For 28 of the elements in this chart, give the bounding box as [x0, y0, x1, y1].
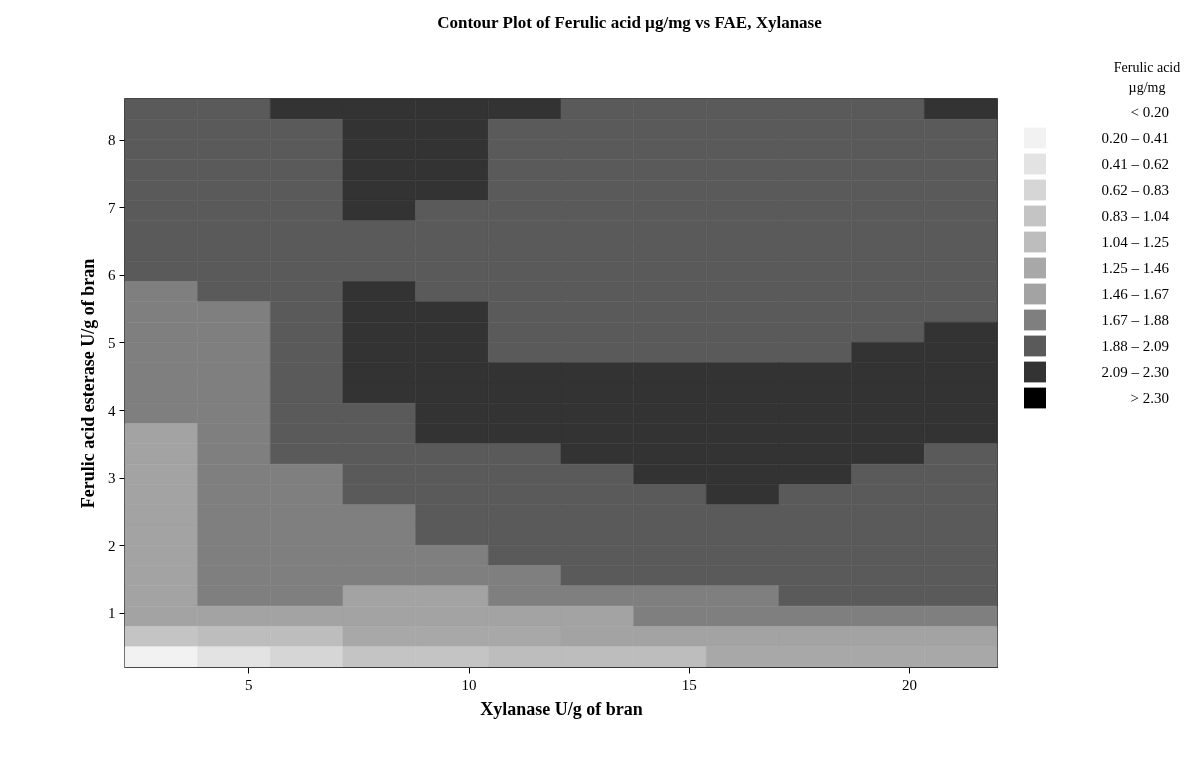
y-tick-label: 7 — [108, 199, 116, 216]
color-bar-label: > 2.30 — [1130, 390, 1169, 406]
color-bar-label: 0.83 – 1.04 — [1101, 208, 1170, 224]
color-bar-label: 0.62 – 0.83 — [1101, 182, 1169, 198]
y-tick-label: 1 — [108, 605, 116, 622]
y-axis-title: Ferulic acid esterase U/g of bran — [78, 258, 98, 509]
x-tick-label: 5 — [245, 676, 253, 693]
y-tick-label: 6 — [108, 267, 116, 284]
color-bar-label: 1.46 – 1.67 — [1101, 286, 1170, 302]
x-tick-label: 20 — [901, 676, 917, 693]
x-tick-label: 15 — [681, 676, 697, 693]
y-tick-label: 2 — [108, 537, 116, 554]
y-tick-label: 8 — [108, 132, 116, 149]
x-tick-label: 10 — [461, 676, 477, 693]
legend-title: Ferulic acid µg/mg — [1113, 60, 1181, 95]
color-bar-label: 1.25 – 1.46 — [1101, 260, 1170, 276]
color-bar-label: 1.04 – 1.25 — [1101, 234, 1169, 250]
y-tick-label: 3 — [108, 470, 116, 487]
text: < 0.20 — [1130, 104, 1169, 120]
y-tick-label: 5 — [108, 334, 116, 351]
color-bar-label: 0.20 – 0.41 — [1101, 130, 1169, 146]
x-axis-title: Xylanase U/g of bran — [480, 698, 643, 719]
chart-title: Contour Plot of Ferulic acid µg/mg vs FAE, Xylanase — [437, 13, 823, 32]
y-tick-label: 4 — [108, 402, 116, 419]
color-bar-label: 1.88 – 2.09 — [1101, 338, 1169, 354]
color-bar-label: 1.67 – 1.88 — [1101, 312, 1169, 328]
color-bar-label: 0.41 – 0.62 — [1101, 156, 1169, 172]
color-bar-label: 2.09 – 2.30 — [1101, 364, 1169, 380]
